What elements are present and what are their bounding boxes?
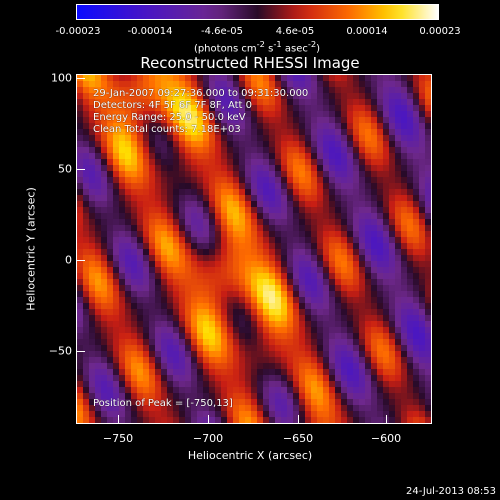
timestamp: 24-Jul-2013 08:53: [405, 486, 496, 497]
colorbar-tick-label: -0.00014: [127, 26, 173, 37]
colorbar-tick-label: 0.00014: [346, 26, 388, 37]
y-tick-label: 50: [58, 162, 72, 176]
y-tick-label: −50: [48, 344, 72, 358]
plot-title: Reconstructed RHESSI Image: [140, 54, 360, 72]
colorbar: [76, 4, 439, 20]
x-tick-label: −750: [102, 432, 134, 445]
image-canvas: [77, 75, 431, 423]
colorbar-units: (photons cm-2 s-1 asec-2): [193, 39, 321, 55]
x-tick-label: −650: [282, 432, 314, 445]
y-tick-label: 0: [65, 253, 72, 267]
info-time-range: 29-Jan-2007 09:27:36.000 to 09:31:30.000: [93, 88, 309, 99]
x-tick-label: −600: [370, 432, 402, 445]
colorbar-tick-label: 4.6e-05: [275, 26, 315, 37]
info-energy-range: Energy Range: 25.0 - 50.0 keV: [93, 112, 246, 123]
rhessi-image: 29-Jan-2007 09:27:36.000 to 09:31:30.000…: [76, 74, 432, 424]
y-tick-label: 100: [51, 71, 72, 85]
colorbar-tick-label: -4.6e-05: [201, 26, 243, 37]
info-detectors: Detectors: 4F 5F 6F 7F 8F, Att 0: [93, 100, 253, 111]
peak-position: Position of Peak = [-750,13]: [93, 398, 233, 409]
x-tick-label: −700: [192, 432, 224, 445]
colorbar-tick-label: -0.00023: [55, 26, 101, 37]
x-axis-label: Heliocentric X (arcsec): [187, 449, 313, 462]
y-axis-label: Heliocentric Y (arcsec): [24, 187, 38, 311]
info-clean-counts: Clean Total counts: 7.18E+03: [93, 124, 241, 135]
colorbar-tick-label: 0.00023: [419, 26, 461, 37]
